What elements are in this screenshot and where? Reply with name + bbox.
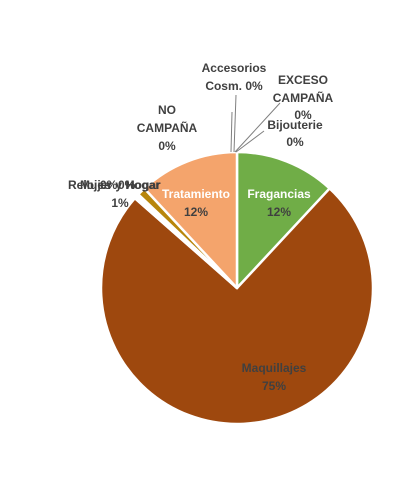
- slice-label-mujer-hogar-value: 1%: [111, 196, 129, 210]
- slice-label-accesorios-value: 0%: [245, 79, 263, 93]
- slice-label-fragancias-value: 12%: [267, 205, 291, 219]
- slice-label-maquillajes-value: 75%: [262, 379, 286, 393]
- pie-slices: [99, 150, 375, 426]
- pie-slice-maquillajes: [99, 187, 375, 426]
- slice-label-accesorios-line2: Cosm. 0%: [205, 79, 263, 93]
- slice-label-bijouterie-value: 0%: [286, 135, 304, 149]
- slice-label-mujer-hogar: Mujer y Hogar: [80, 178, 160, 192]
- slice-label-relojes: Relojes: [68, 178, 111, 192]
- leader-bijouterie: [235, 130, 265, 153]
- slice-label-no-campana-line2: CAMPAÑA: [137, 120, 198, 135]
- slice-label-no-campana-value: 0%: [158, 139, 176, 153]
- slice-label-tratamiento-name: Tratamiento: [162, 187, 230, 201]
- slice-label-relojes-value: 0%: [118, 178, 136, 192]
- slice-label-exceso-value: 0%: [294, 108, 312, 122]
- slice-label-no-campana-line1: NO: [158, 103, 176, 117]
- pie-slice-fragancias: [235, 150, 331, 290]
- slice-label-bijouterie-name: Bijouterie: [267, 118, 323, 132]
- slice-label-fragancias-name: Fragancias: [247, 187, 311, 201]
- leader-lines: [230, 94, 281, 153]
- pie-slice-tratamiento: [143, 150, 239, 290]
- leader-accesorios: [233, 94, 237, 153]
- slice-label-maquillajes-name: Maquillajes: [242, 361, 307, 375]
- slice-label-hogar-value: 0%: [100, 178, 118, 192]
- leader-exceso: [234, 102, 281, 153]
- leader-no-campana: [230, 111, 233, 153]
- slice-label-accesorios-line1: Accesorios: [202, 61, 267, 75]
- slice-label-hogar: Hogar: [126, 178, 161, 192]
- slice-label-exceso-line1: EXCESO: [278, 73, 328, 87]
- slice-label-exceso-line2: CAMPAÑA: [273, 90, 334, 105]
- slice-label-tratamiento-value: 12%: [184, 205, 208, 219]
